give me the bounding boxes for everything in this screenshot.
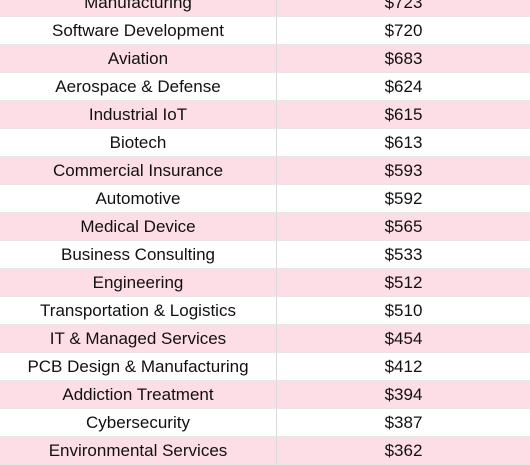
value-cell[interactable]: $592 — [384, 188, 423, 208]
table-row: Automotive $592 — [0, 185, 530, 213]
industry-cell[interactable]: Addiction Treatment — [0, 381, 277, 408]
table-row: Manufacturing $723 — [0, 0, 530, 17]
table-row: PCB Design & Manufacturing $412 — [0, 353, 530, 381]
value-cell[interactable]: $362 — [384, 440, 423, 460]
industry-cell[interactable]: Business Consulting — [0, 241, 277, 268]
table-row: Addiction Treatment $394 — [0, 381, 530, 409]
table-row: Industrial IoT $615 — [0, 101, 530, 129]
value-cell[interactable]: $683 — [384, 48, 423, 68]
value-cell[interactable]: $720 — [384, 20, 423, 40]
industry-cell[interactable]: Medical Device — [0, 213, 277, 240]
value-cell[interactable]: $723 — [384, 0, 423, 12]
table-row: Business Consulting $533 — [0, 241, 530, 269]
value-cell[interactable]: $565 — [384, 216, 423, 236]
value-cell[interactable]: $412 — [384, 356, 423, 376]
table-row: Software Development $720 — [0, 17, 530, 45]
value-cell[interactable]: $387 — [384, 412, 423, 432]
table-row: Transportation & Logistics $510 — [0, 297, 530, 325]
table-row: IT & Managed Services $454 — [0, 325, 530, 353]
industry-cell[interactable]: Commercial Insurance — [0, 157, 277, 184]
industry-cell[interactable]: Cybersecurity — [0, 409, 277, 436]
value-cell[interactable]: $510 — [384, 300, 423, 320]
value-cell[interactable]: $613 — [384, 132, 423, 152]
industry-cell[interactable]: Automotive — [0, 185, 277, 212]
industry-cell[interactable]: IT & Managed Services — [0, 325, 277, 352]
industry-cell[interactable]: Manufacturing — [0, 0, 277, 16]
table-row: Biotech $613 — [0, 129, 530, 157]
value-cell[interactable]: $394 — [384, 384, 423, 404]
table-row: Aerospace & Defense $624 — [0, 73, 530, 101]
industry-cell[interactable]: Aerospace & Defense — [0, 73, 277, 100]
table-row: Commercial Insurance $593 — [0, 157, 530, 185]
industry-cell[interactable]: PCB Design & Manufacturing — [0, 353, 277, 380]
industry-cell[interactable]: Biotech — [0, 129, 277, 156]
value-cell[interactable]: $593 — [384, 160, 423, 180]
industry-cell[interactable]: Transportation & Logistics — [0, 297, 277, 324]
industry-cell[interactable]: Aviation — [0, 45, 277, 72]
table-row: Environmental Services $362 — [0, 437, 530, 465]
table-row: Engineering $512 — [0, 269, 530, 297]
industry-cell[interactable]: Environmental Services — [0, 437, 277, 464]
industry-cell[interactable]: Engineering — [0, 269, 277, 296]
value-cell[interactable]: $533 — [384, 244, 423, 264]
industry-cell[interactable]: Software Development — [0, 17, 277, 44]
industry-cell[interactable]: Industrial IoT — [0, 101, 277, 128]
table-row: Medical Device $565 — [0, 213, 530, 241]
value-cell[interactable]: $454 — [384, 328, 423, 348]
value-cell[interactable]: $624 — [384, 76, 423, 96]
table-row: Aviation $683 — [0, 45, 530, 73]
value-cell[interactable]: $512 — [384, 272, 423, 292]
value-cell[interactable]: $615 — [384, 104, 423, 124]
table-row: Cybersecurity $387 — [0, 409, 530, 437]
